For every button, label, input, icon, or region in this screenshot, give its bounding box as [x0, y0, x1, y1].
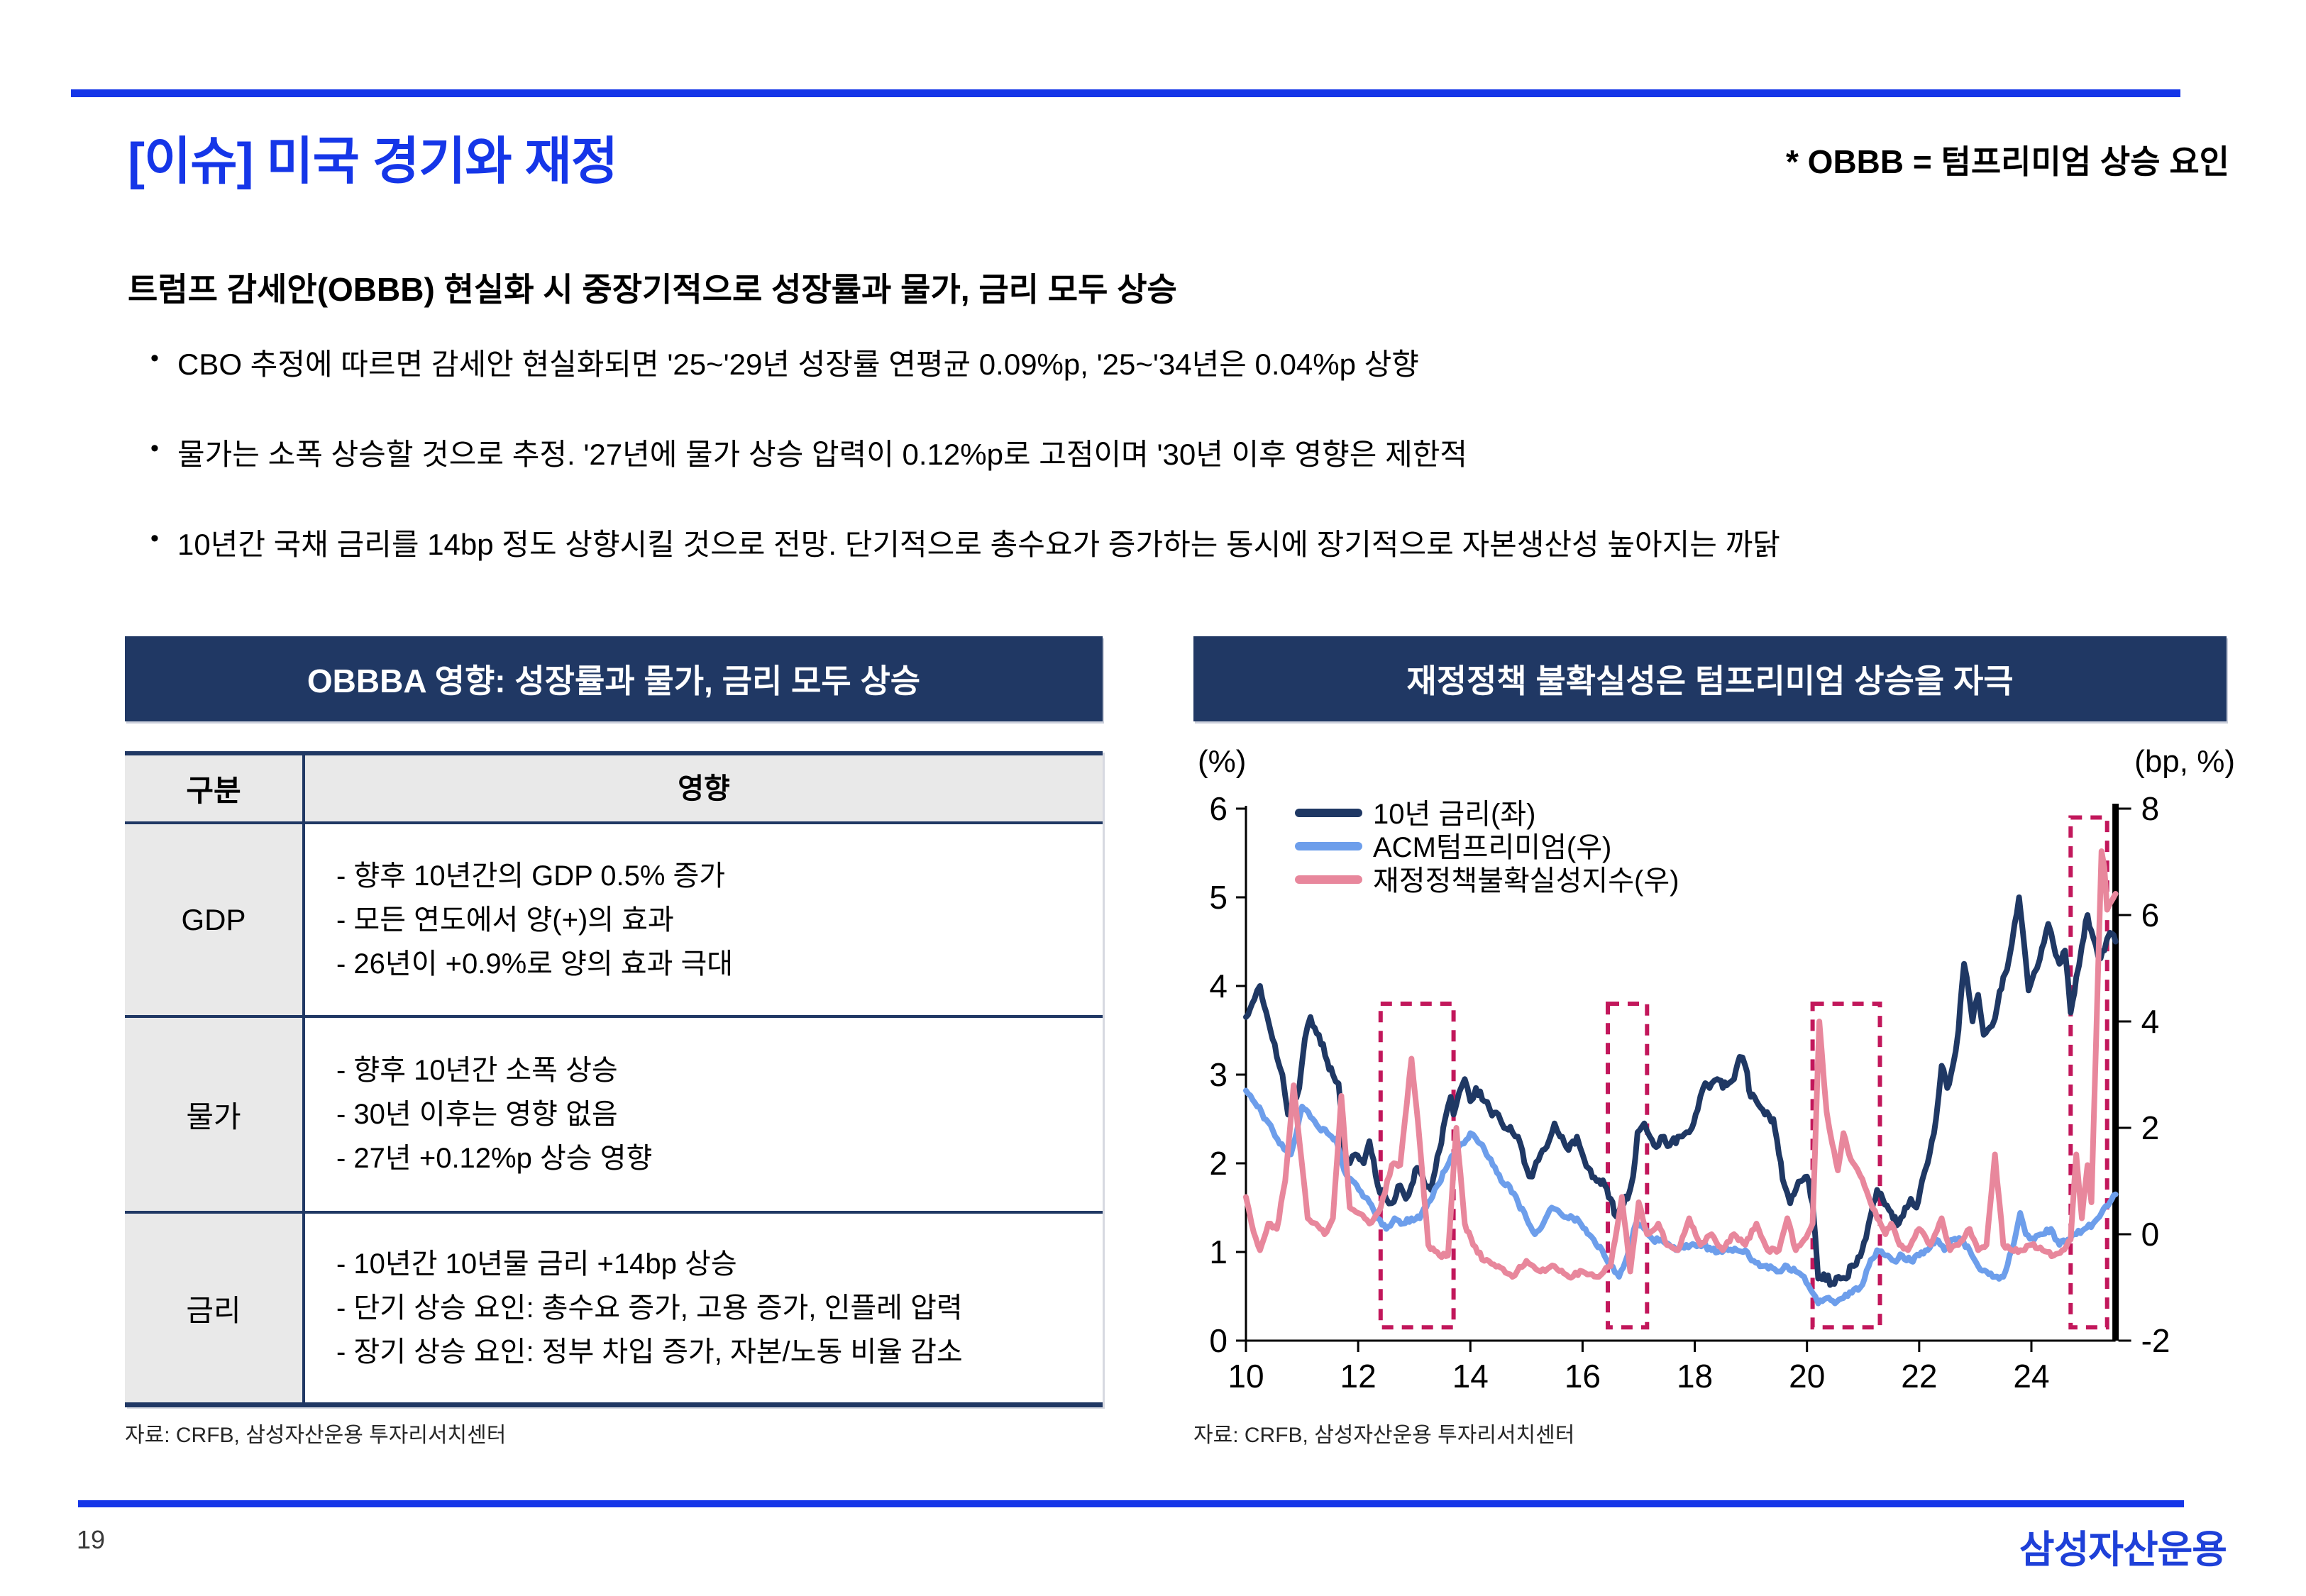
row-item: - 10년간 10년물 금리 +14bp 상승 — [336, 1248, 737, 1280]
left-axis-tick-label: 6 — [1209, 790, 1228, 827]
bottom-accent-rule — [78, 1500, 2184, 1507]
right-axis-tick-label: 6 — [2141, 897, 2160, 933]
row-item: - 장기 상승 요인: 정부 차입 증가, 자본/노동 비율 감소 — [336, 1336, 963, 1368]
left-panel-header: OBBBA 영향: 성장률과 물가, 금리 모두 상승 — [125, 636, 1103, 721]
legend-label: 10년 금리(좌) — [1373, 799, 1535, 830]
fiscal-uncertainty-chart: (%) (bp, %) 6 5 4 3 2 1 0 8 6 4 2 0 -2 10 12 14 16 18 20 22 24… — [1192, 738, 2242, 1404]
title-note: * OBBB = 텀프리미엄 상승 요인 — [1786, 143, 2229, 180]
x-axis-tick-label: 12 — [1340, 1358, 1377, 1395]
legend-swatch — [1295, 809, 1362, 817]
series-line — [1243, 894, 2119, 1288]
table-header-row: 구분 영향 — [125, 755, 1103, 824]
right-axis-tick-label: 8 — [2141, 790, 2160, 827]
row-item: - 26년이 +0.9%로 양의 효과 극대 — [336, 948, 734, 980]
right-axis-unit: (bp, %) — [2134, 744, 2235, 779]
left-axis-tick-label: 0 — [1209, 1322, 1228, 1359]
page-number: 19 — [77, 1525, 106, 1554]
legend-label: ACM텀프리미엄(우) — [1373, 832, 1611, 863]
right-axis-tick-label: 4 — [2141, 1003, 2160, 1040]
series-line — [1243, 1087, 2119, 1307]
row-label: 물가 — [125, 1018, 305, 1211]
right-axis-tick-label: -2 — [2141, 1322, 2170, 1359]
highlight-box — [1606, 1002, 1650, 1330]
bullet-item: • CBO 추정에 따르면 감세안 현실화되면 '25~'29년 성장률 연평균… — [150, 340, 2229, 384]
x-axis-tick-label: 16 — [1565, 1358, 1601, 1395]
x-axis-tick-label: 14 — [1452, 1358, 1489, 1395]
row-item: - 모든 연도에서 양(+)의 효과 — [336, 904, 674, 936]
table-row-gdp: GDP - 향후 10년간의 GDP 0.5% 증가 - 모든 연도에서 양(+… — [125, 824, 1103, 1018]
table-row-rates: 금리 - 10년간 10년물 금리 +14bp 상승 - 단기 상승 요인: 총… — [125, 1214, 1103, 1407]
bullet-marker: • — [150, 525, 159, 552]
bullet-text: 10년간 국채 금리를 14bp 정도 상향시킬 것으로 전망. 단기적으로 총… — [177, 528, 1780, 561]
legend-label: 재정정책불확실성지수(우) — [1373, 865, 1679, 897]
left-axis-tick-label: 4 — [1209, 968, 1228, 1004]
subtitle: 트럼프 감세안(OBBB) 현실화 시 중장기적으로 성장률과 물가, 금리 모… — [128, 271, 1177, 308]
highlight-box — [2068, 815, 2109, 1330]
x-axis-tick-label: 24 — [2013, 1358, 2049, 1395]
table-header-impact: 영향 — [305, 755, 1103, 821]
right-panel-source: 자료: CRFB, 삼성자산운용 투자리서치센터 — [1193, 1424, 1575, 1447]
bullet-list: • CBO 추정에 따르면 감세안 현실화되면 '25~'29년 성장률 연평균… — [150, 340, 2229, 611]
row-item: - 단기 상승 요인: 총수요 증가, 고용 증가, 인플레 압력 — [336, 1292, 963, 1324]
bullet-item: • 물가는 소폭 상승할 것으로 추정. '27년에 물가 상승 압력이 0.1… — [150, 431, 2229, 474]
left-axis-unit: (%) — [1198, 744, 1246, 779]
left-axis-tick-label: 5 — [1209, 879, 1228, 916]
bullet-text: CBO 추정에 따르면 감세안 현실화되면 '25~'29년 성장률 연평균 0… — [177, 348, 1419, 381]
bullet-text: 물가는 소폭 상승할 것으로 추정. '27년에 물가 상승 압력이 0.12%… — [177, 438, 1467, 471]
bullet-item: • 10년간 국채 금리를 14bp 정도 상향시킬 것으로 전망. 단기적으로… — [150, 521, 2229, 564]
right-panel-header: 재정정책 불확실성은 텀프리미엄 상승을 자극 — [1193, 636, 2227, 721]
row-item: - 향후 10년간 소폭 상승 — [336, 1055, 618, 1086]
row-content: - 향후 10년간 소폭 상승 - 30년 이후는 영향 없음 - 27년 +0… — [305, 1018, 1103, 1211]
row-item: - 27년 +0.12%p 상승 영향 — [336, 1143, 653, 1174]
company-logo: 삼성자산운용 — [2019, 1529, 2227, 1571]
row-item: - 향후 10년간의 GDP 0.5% 증가 — [336, 860, 726, 892]
series-line — [1243, 848, 2119, 1281]
left-panel-source: 자료: CRFB, 삼성자산운용 투자리서치센터 — [125, 1424, 507, 1447]
row-label: GDP — [125, 824, 305, 1015]
bullet-marker: • — [150, 345, 159, 372]
right-axis-tick-label: 0 — [2141, 1216, 2160, 1253]
left-axis-tick-label: 2 — [1209, 1145, 1228, 1182]
impact-table: 구분 영향 GDP - 향후 10년간의 GDP 0.5% 증가 - 모든 연도… — [125, 751, 1103, 1407]
x-axis-tick-label: 22 — [1901, 1358, 1937, 1395]
right-axis-tick-label: 2 — [2141, 1109, 2160, 1146]
x-axis-tick-label: 20 — [1789, 1358, 1825, 1395]
bullet-marker: • — [150, 435, 159, 462]
x-axis-tick-label: 18 — [1677, 1358, 1713, 1395]
row-item: - 30년 이후는 영향 없음 — [336, 1099, 618, 1130]
legend-swatch — [1295, 842, 1362, 850]
left-axis-tick-label: 1 — [1209, 1234, 1228, 1270]
row-content: - 향후 10년간의 GDP 0.5% 증가 - 모든 연도에서 양(+)의 효… — [305, 824, 1103, 1015]
top-accent-rule — [71, 89, 2180, 97]
table-header-category: 구분 — [125, 755, 305, 821]
x-axis-tick-label: 10 — [1228, 1358, 1264, 1395]
row-label: 금리 — [125, 1214, 305, 1402]
left-axis-tick-label: 3 — [1209, 1056, 1228, 1093]
legend-swatch — [1295, 875, 1362, 884]
row-content: - 10년간 10년물 금리 +14bp 상승 - 단기 상승 요인: 총수요 … — [305, 1214, 1103, 1402]
table-row-prices: 물가 - 향후 10년간 소폭 상승 - 30년 이후는 영향 없음 - 27년… — [125, 1018, 1103, 1214]
page-title: [이슈] 미국 경기와 재정 — [128, 133, 618, 190]
